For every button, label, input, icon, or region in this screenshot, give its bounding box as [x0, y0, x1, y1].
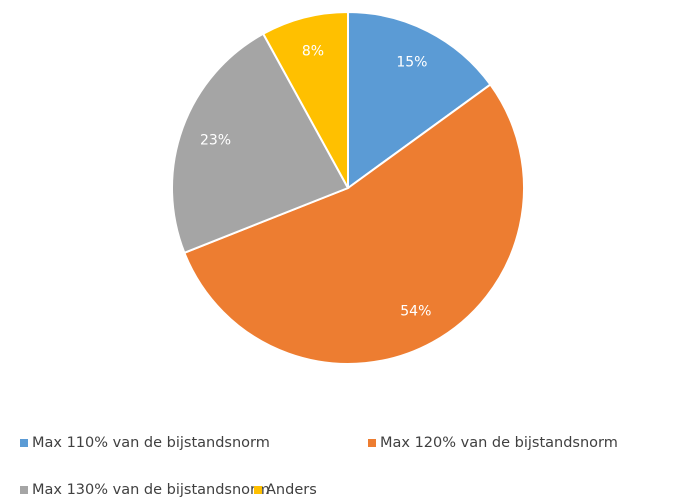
data-label: 8%	[302, 44, 324, 60]
data-label: 23%	[200, 132, 231, 148]
pie-slice	[183, 83, 525, 365]
pie-slice	[261, 10, 349, 189]
pie-slice	[347, 10, 492, 190]
pie-slice	[171, 32, 350, 255]
data-label: 54%	[400, 303, 431, 319]
legend-marker	[20, 486, 28, 494]
legend-marker	[254, 486, 262, 494]
legend-label: Anders	[266, 482, 317, 498]
legend-label: Max 130% van de bijstandsnorm	[32, 482, 270, 498]
data-label: 15%	[396, 55, 427, 71]
legend-label: Max 110% van de bijstandsnorm	[32, 435, 270, 451]
legend-label: Max 120% van de bijstandsnorm	[380, 435, 618, 451]
legend-marker	[368, 439, 376, 447]
legend-marker	[20, 439, 28, 447]
